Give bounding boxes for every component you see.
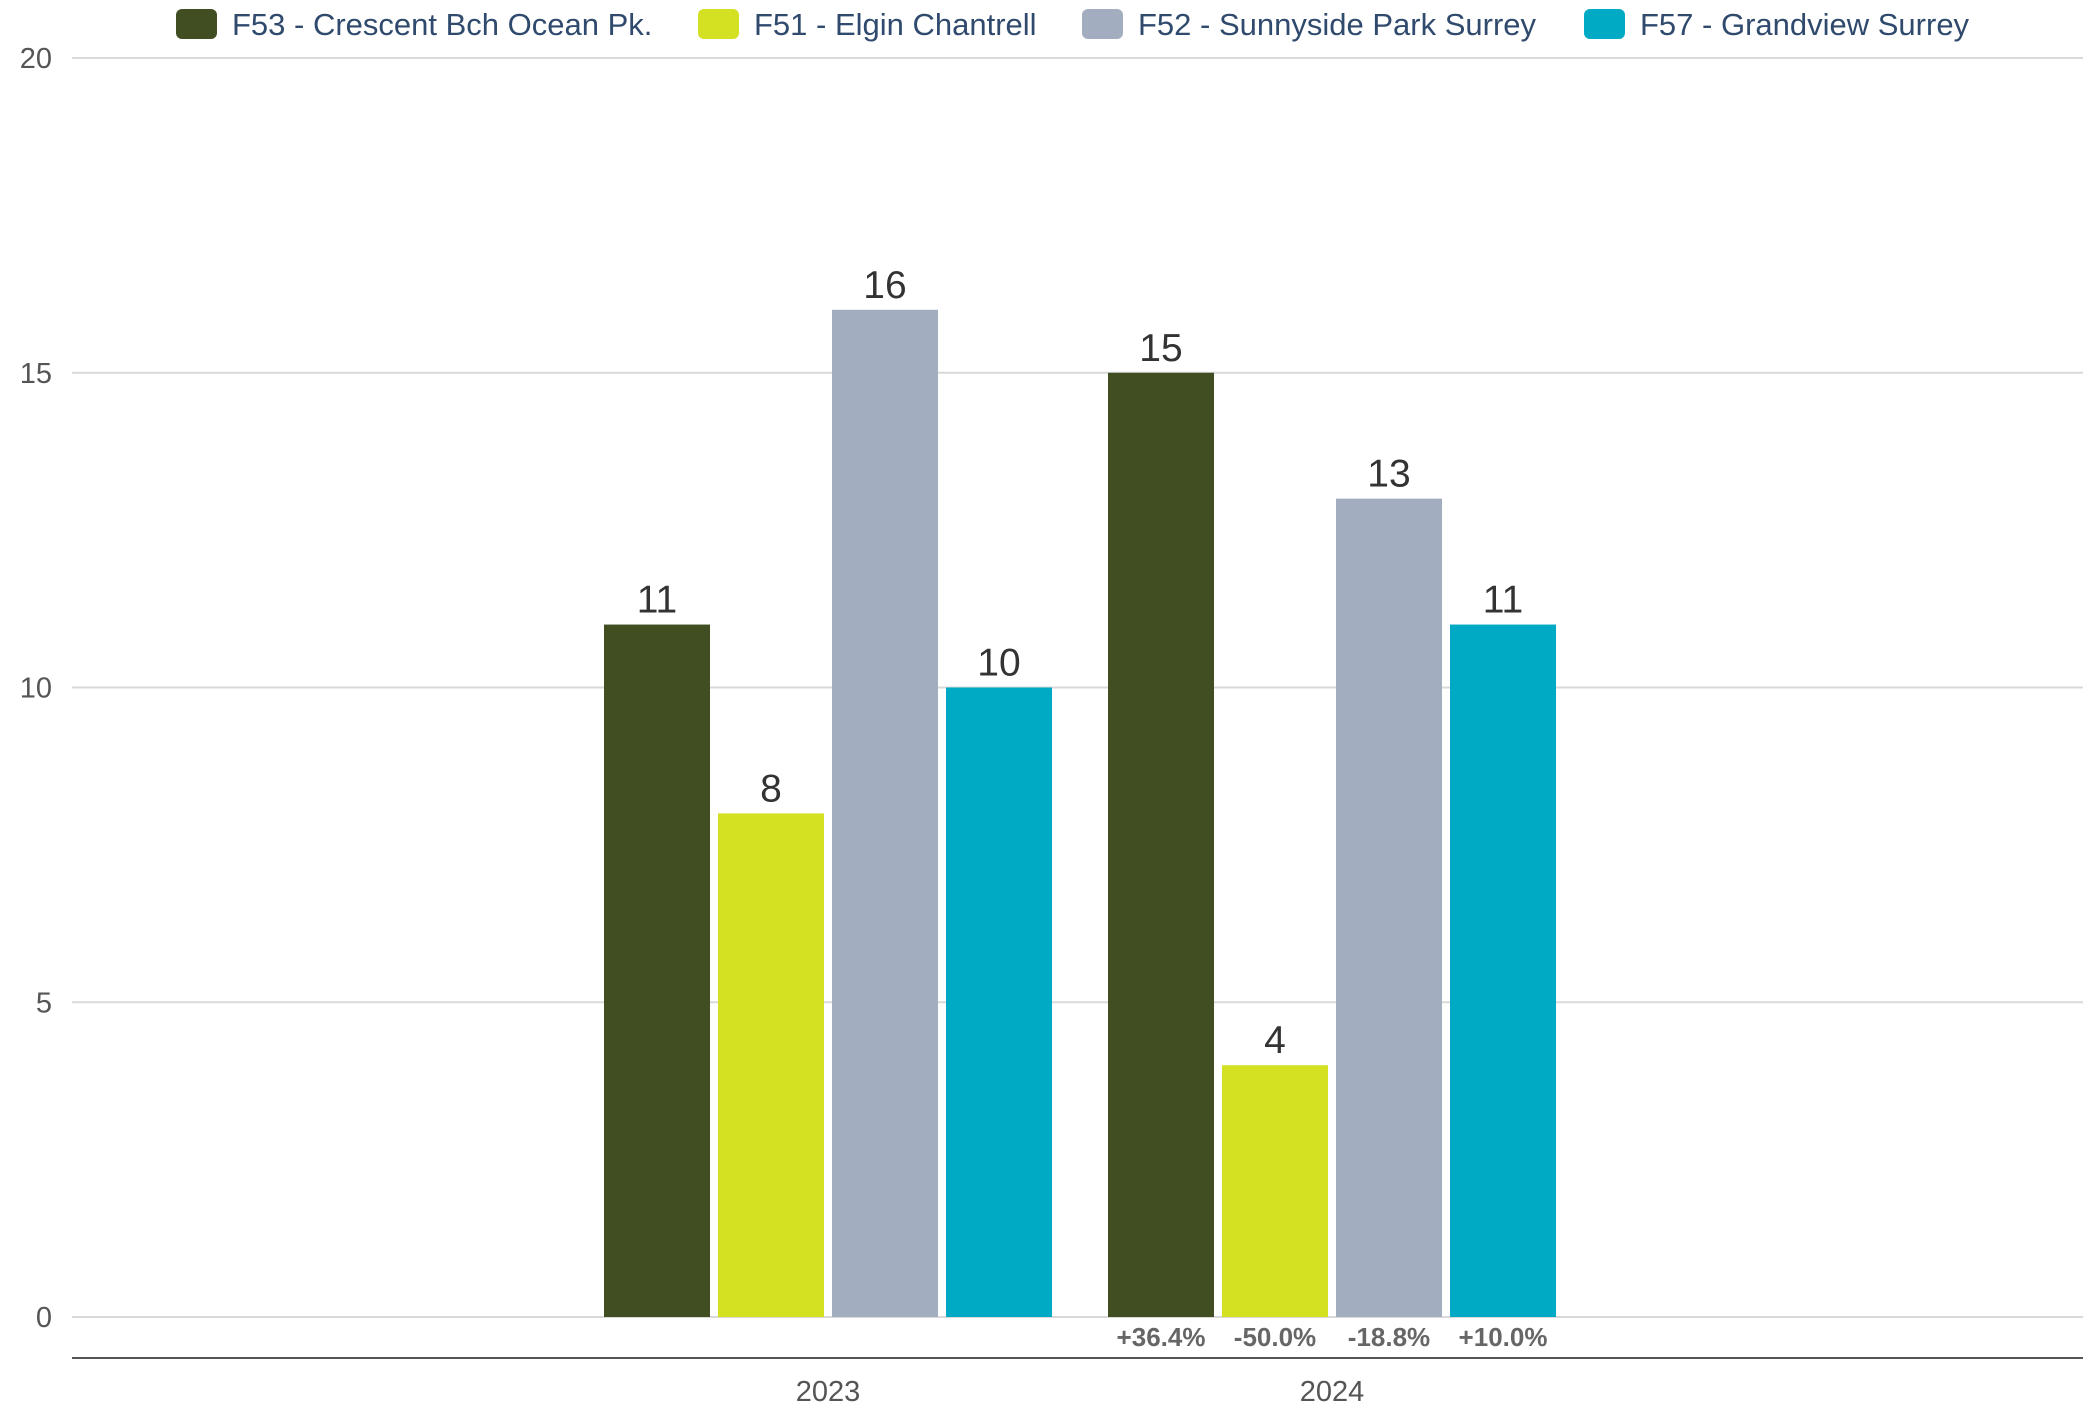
legend-item: F53 - Crescent Bch Ocean Pk.: [176, 7, 652, 42]
bar-2024-1: [1108, 372, 1214, 1317]
value-label: 10: [977, 642, 1020, 685]
y-tick-label: 10: [20, 673, 52, 705]
bar-2023-1: [604, 624, 710, 1317]
legend-item: F52 - Sunnyside Park Surrey: [1082, 7, 1537, 42]
bar-2024-4: [1450, 624, 1556, 1317]
bar-2023-3: [832, 309, 938, 1317]
change-label: -18.8%: [1348, 1322, 1430, 1352]
bar-2023-2: [718, 813, 824, 1317]
legend-item: F57 - Grandview Surrey: [1584, 7, 1970, 42]
value-label: 4: [1264, 1019, 1286, 1062]
value-label: 8: [760, 767, 782, 810]
change-label: +36.4%: [1117, 1322, 1206, 1352]
change-label: +10.0%: [1459, 1322, 1548, 1352]
legend-swatch: [698, 9, 739, 39]
chart-legend: F53 - Crescent Bch Ocean Pk. F51 - Elgin …: [176, 7, 1970, 42]
change-label: -50.0%: [1234, 1322, 1316, 1352]
change-labels: +36.4% -50.0% -18.8% +10.0%: [1117, 1322, 1548, 1352]
legend-label: F53 - Crescent Bch Ocean Pk.: [232, 7, 652, 42]
legend-label: F52 - Sunnyside Park Surrey: [1138, 7, 1537, 42]
value-label: 15: [1139, 327, 1182, 370]
y-tick-label: 0: [36, 1302, 52, 1334]
y-tick-label: 5: [36, 987, 52, 1019]
value-label: 13: [1367, 453, 1410, 496]
bar-series: [604, 309, 1556, 1317]
legend-label: F57 - Grandview Surrey: [1640, 7, 1970, 42]
x-tick-label: 2024: [1300, 1376, 1365, 1404]
legend-swatch: [176, 9, 217, 39]
y-gridlines: [72, 57, 2083, 1318]
value-label: 11: [1483, 579, 1524, 622]
legend-swatch: [1082, 9, 1123, 39]
x-tick-label: 2023: [796, 1376, 861, 1404]
y-axis-ticks: 0 5 10 15 20: [20, 43, 52, 1334]
x-axis-ticks: 2023 2024: [796, 1376, 1365, 1404]
value-label: 11: [637, 579, 678, 622]
bar-2024-3: [1336, 498, 1442, 1317]
y-tick-label: 15: [20, 358, 52, 390]
value-labels: 11 8 16 10 15 4 13 11: [637, 264, 1524, 1062]
value-label: 16: [863, 264, 906, 307]
bar-2023-4: [946, 687, 1052, 1317]
legend-swatch: [1584, 9, 1625, 39]
y-tick-label: 20: [20, 43, 52, 75]
bar-2024-2: [1222, 1065, 1328, 1317]
legend-item: F51 - Elgin Chantrell: [698, 7, 1037, 42]
legend-label: F51 - Elgin Chantrell: [754, 7, 1037, 42]
